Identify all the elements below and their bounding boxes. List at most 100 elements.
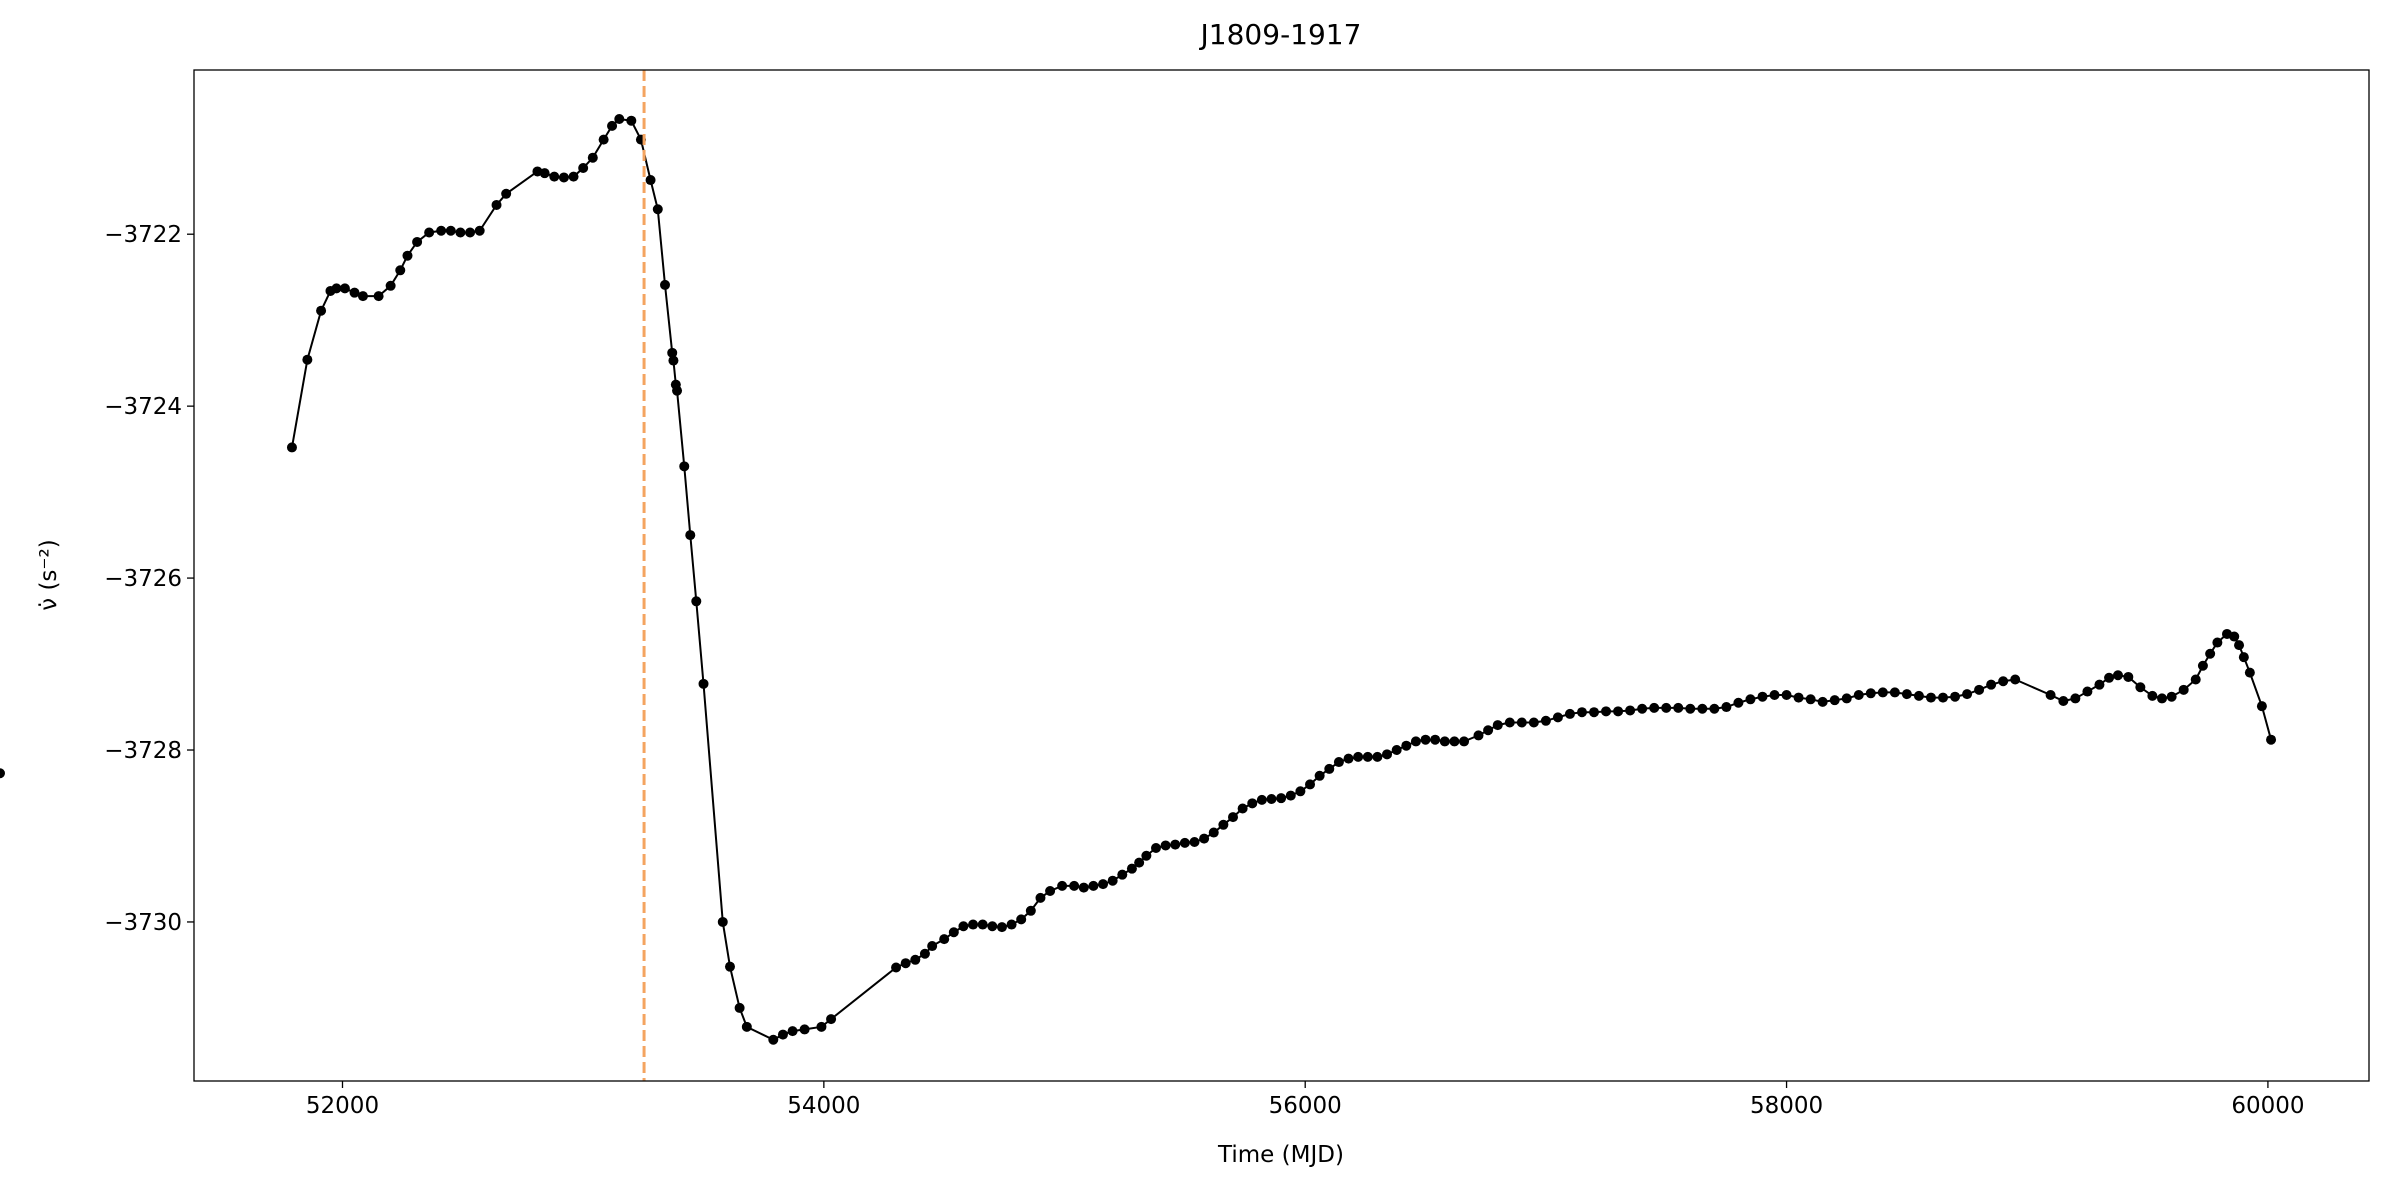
data-point [1256,794,1267,805]
data-point [607,120,618,131]
data-point [1189,837,1200,848]
data-point [799,1024,810,1035]
data-point [1986,679,1997,690]
data-point [1107,875,1118,886]
x-tick-label: 54000 [787,1093,860,1119]
data-point [1793,692,1804,703]
data-point [1324,763,1335,774]
data-point [1805,694,1816,705]
data-point [1540,715,1551,726]
data-point [1829,695,1840,706]
data-point [1016,914,1027,925]
data-point [501,188,512,199]
data-point [1769,689,1780,700]
data-point [316,305,327,316]
data-point [373,291,384,302]
data-point [1673,702,1684,713]
data-point [1045,886,1056,897]
data-point [2197,660,2208,671]
data-point [1134,857,1145,868]
data-point [919,948,930,959]
data-point [685,530,696,541]
data-point [1589,707,1600,718]
data-point [660,279,671,290]
data-point [1391,745,1402,756]
data-point [412,236,423,247]
data-point [2010,674,2021,685]
data-point [2157,693,2168,704]
data-point [1697,703,1708,714]
data-point [734,1002,745,1013]
data-point [1649,702,1660,713]
x-axis-label: Time (MJD) [1217,1142,1344,1168]
data-point [787,1026,798,1037]
data-point [1160,840,1171,851]
data-point [1401,740,1412,751]
data-point [667,347,678,358]
data-point [1637,703,1648,714]
x-tick-label: 60000 [2231,1093,2304,1119]
data-point [1889,687,1900,698]
data-point [977,919,988,930]
data-point [2234,640,2245,651]
data-point [1150,843,1161,854]
data-point [1285,790,1296,801]
data-point [1006,919,1017,930]
data-point [2070,693,2081,704]
data-point [1901,689,1912,700]
data-point [1938,692,1949,703]
data-point [1853,689,1864,700]
data-point [539,168,550,179]
data-point [1228,812,1239,823]
data-point [1035,892,1046,903]
y-tick-label: −3722 [104,222,182,248]
data-point [1473,730,1484,741]
data-point [2082,686,2093,697]
data-point [939,934,950,945]
data-point [645,175,656,186]
data-point [1362,751,1373,762]
data-point [1314,770,1325,781]
data-point [1950,691,1961,702]
data-point [987,921,998,932]
data-point [1410,736,1421,747]
data-point [626,115,637,126]
data-point [1305,779,1316,790]
data-point [349,287,360,298]
data-point [1430,734,1441,745]
data-point [679,461,690,472]
data-point [1179,837,1190,848]
y-tick-label: −3730 [104,910,182,936]
data-point [1817,696,1828,707]
data-point [1333,757,1344,768]
data-point [927,941,938,952]
data-point [1069,880,1080,891]
data-point [698,678,709,689]
data-point [717,916,728,927]
y-tick-label: −3724 [104,394,182,420]
data-point [357,291,368,302]
data-point [2058,696,2069,707]
data-point [2147,690,2158,701]
data-point [339,283,350,294]
data-point [1564,708,1575,719]
data-point [1913,690,1924,701]
data-point [691,596,702,607]
data-point [2266,734,2277,745]
data-point [2123,671,2134,682]
data-point [2094,679,2105,690]
data-point [424,227,435,238]
data-point [1504,717,1515,728]
data-point [768,1034,779,1045]
data-point [2229,631,2240,642]
data-point [558,172,569,183]
data-point [578,163,589,174]
data-point [741,1021,752,1032]
data-point [996,922,1007,933]
data-point [455,227,466,238]
data-point [1601,706,1612,717]
data-point [1528,717,1539,728]
